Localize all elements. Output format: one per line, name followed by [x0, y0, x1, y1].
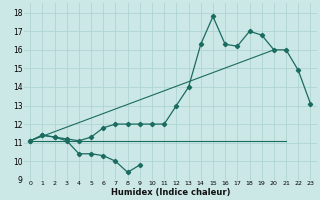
X-axis label: Humidex (Indice chaleur): Humidex (Indice chaleur) [110, 188, 230, 197]
